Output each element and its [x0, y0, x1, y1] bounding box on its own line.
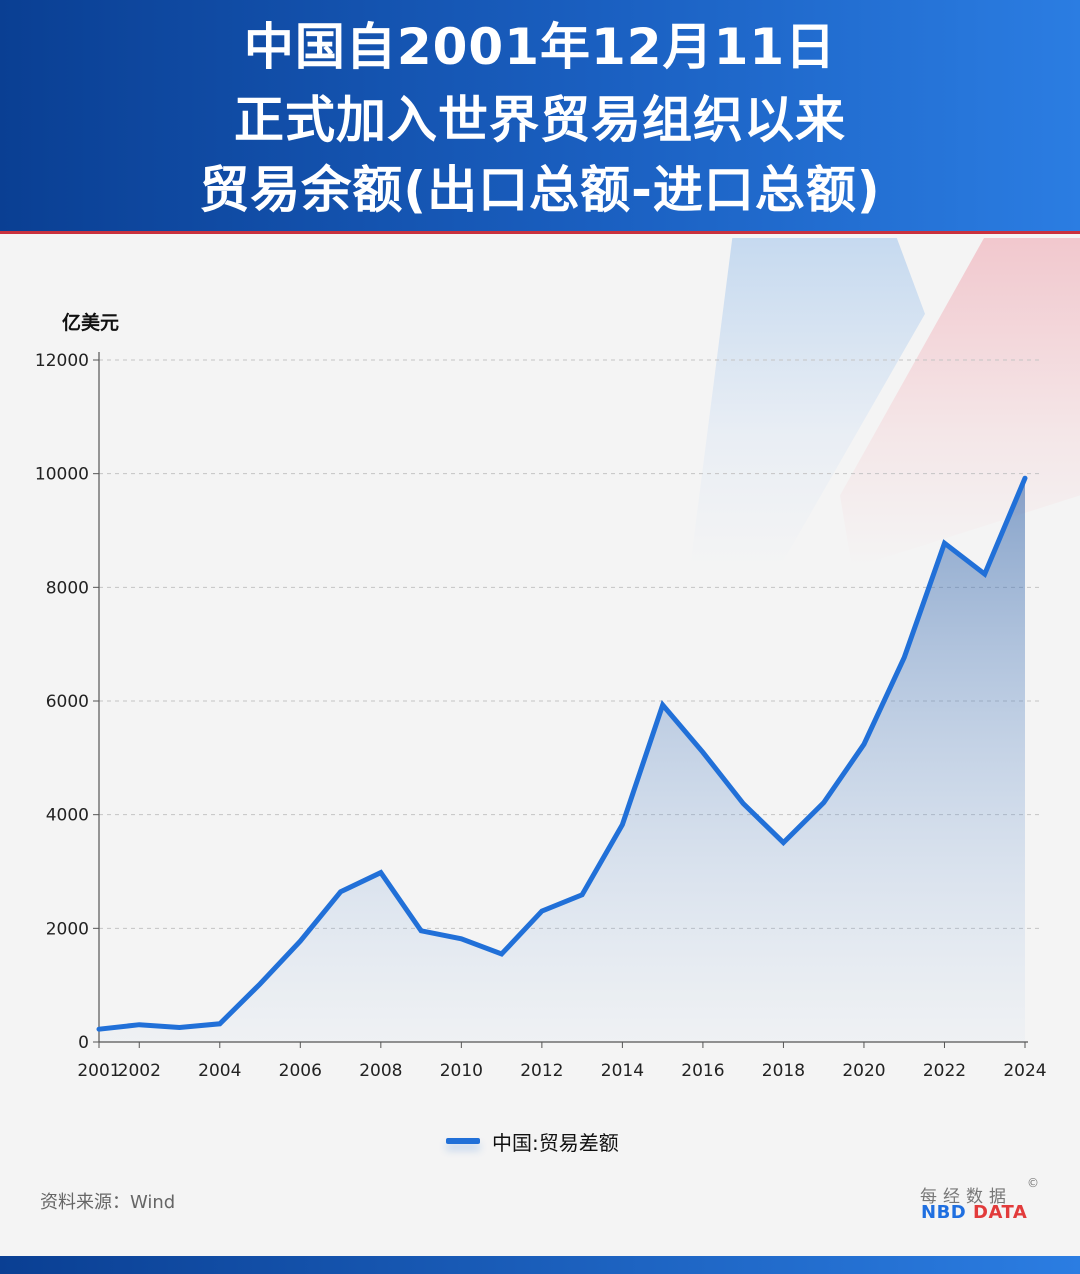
x-tick-label: 2008 [359, 1061, 402, 1081]
x-tick-label: 2024 [1003, 1061, 1046, 1081]
x-tick-label: 2004 [198, 1061, 241, 1081]
series-area-fill [99, 478, 1025, 1042]
brand-logo-data: DATA [973, 1202, 1028, 1223]
x-tick-label: 2020 [842, 1061, 885, 1081]
y-tick-label: 8000 [46, 578, 89, 598]
x-tick-label: 2001 [77, 1061, 120, 1081]
y-tick-label: 12000 [35, 351, 89, 371]
x-tick-label: 2022 [923, 1061, 966, 1081]
header-banner: 中国自2001年12月11日 正式加入世界贸易组织以来 贸易余额(出口总额-进口… [0, 0, 1080, 234]
chart-title-line-1: 中国自2001年12月11日 [243, 18, 837, 76]
x-tick-label: 2012 [520, 1061, 563, 1081]
x-tick-label: 2018 [762, 1061, 805, 1081]
x-tick-label: 2016 [681, 1061, 724, 1081]
legend-label: 中国:贸易差额 [492, 1130, 619, 1155]
y-tick-label: 2000 [46, 919, 89, 939]
copyright-icon: © [1027, 1176, 1039, 1190]
x-tick-label: 2006 [279, 1061, 322, 1081]
data-source-note: 资料来源：Wind [40, 1192, 176, 1213]
y-axis-unit-label: 亿美元 [62, 312, 120, 334]
y-tick-label: 10000 [35, 465, 89, 485]
brand-logo-nbd: NBD [921, 1202, 967, 1223]
x-tick-label: 2014 [601, 1061, 644, 1081]
y-tick-label: 4000 [46, 806, 89, 826]
x-tick-label: 2010 [440, 1061, 483, 1081]
series-line [96, 475, 1028, 1032]
brand-logo: NBD DATA [921, 1202, 1027, 1223]
brand-name-cn: 每经数据 [920, 1187, 1012, 1207]
y-tick-label: 6000 [46, 692, 89, 712]
footer-bar [0, 1256, 1080, 1274]
chart-title-line-2: 正式加入世界贸易组织以来 [234, 91, 846, 149]
legend-line-swatch [446, 1138, 480, 1144]
y-tick-label: 0 [78, 1033, 89, 1053]
chart-legend: 中国:贸易差额 [446, 1126, 619, 1156]
x-tick-label: 2002 [118, 1061, 161, 1081]
chart-title-line-3: 贸易余额(出口总额-进口总额) [199, 161, 881, 219]
